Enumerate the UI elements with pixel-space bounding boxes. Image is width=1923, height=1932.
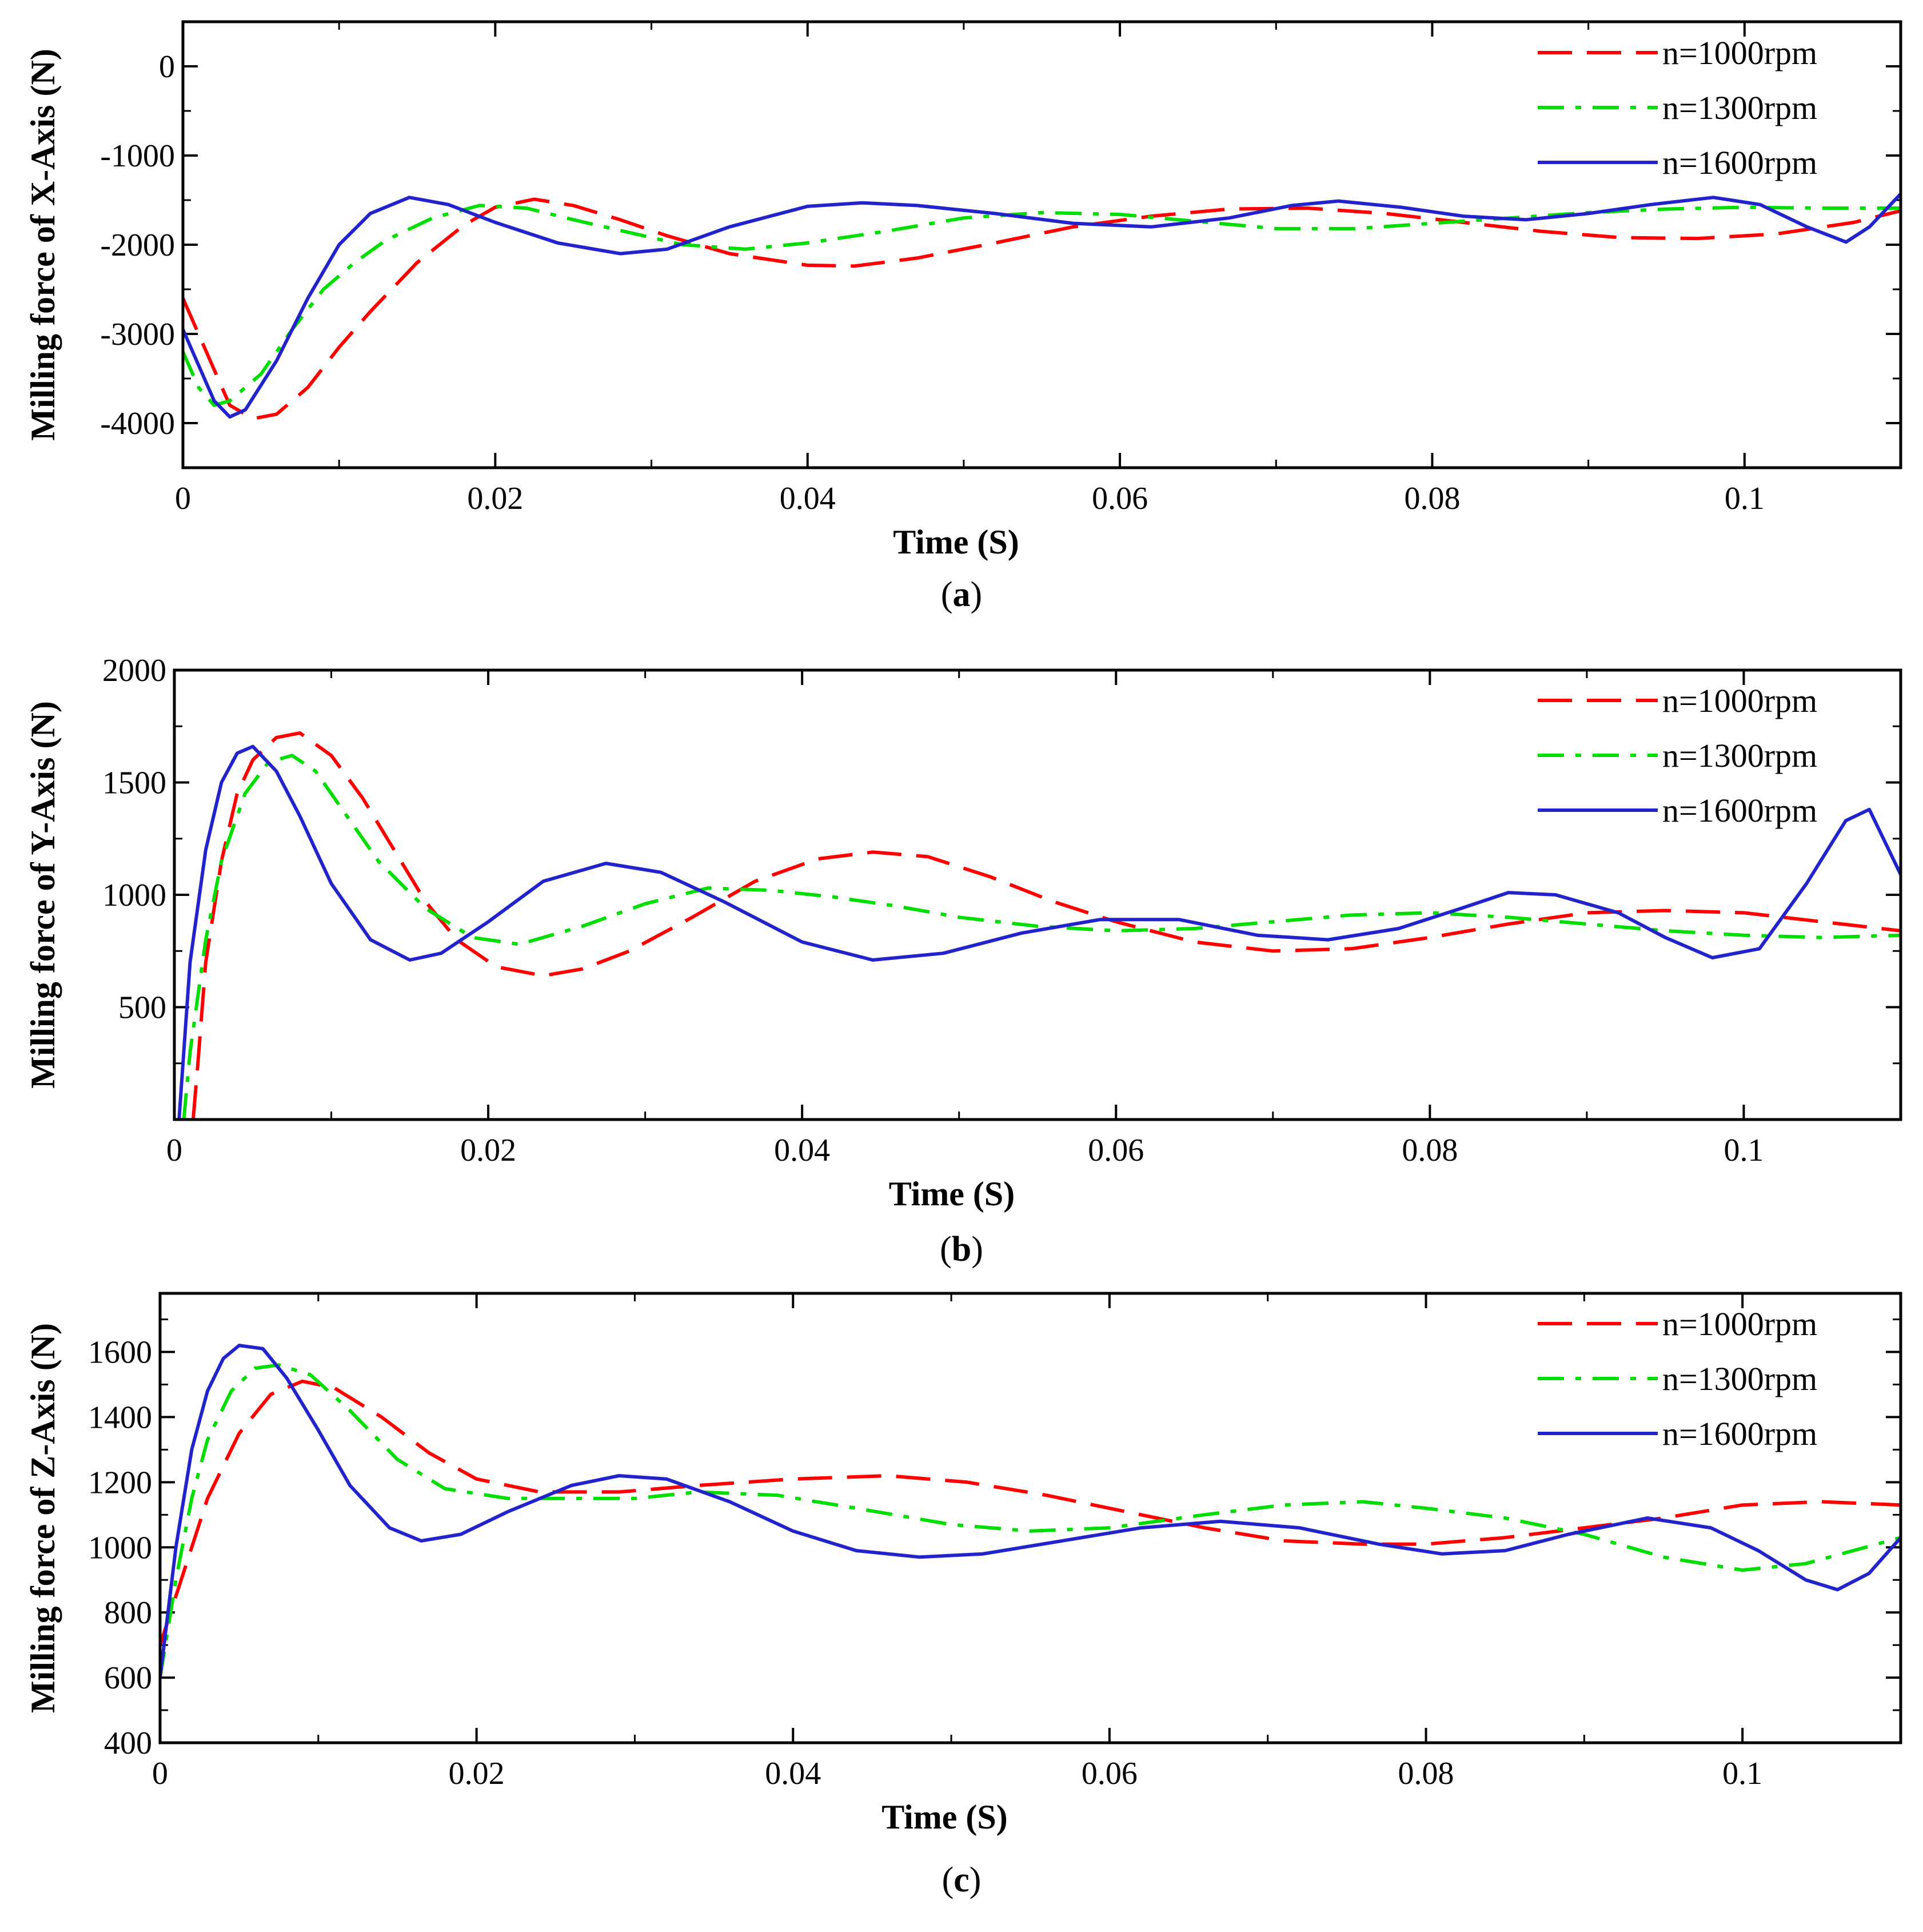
y-tick-label: -1000 bbox=[100, 138, 175, 174]
legend-label: n=1300rpm bbox=[1662, 1360, 1817, 1397]
x-tick-label: 0.1 bbox=[1722, 1756, 1762, 1791]
x-tick-label: 0.1 bbox=[1725, 481, 1765, 516]
y-tick-label: 1000 bbox=[88, 1530, 152, 1565]
x-axis-label: Time (S) bbox=[893, 523, 1019, 561]
x-tick-label: 0.08 bbox=[1404, 481, 1460, 516]
chart-panel-b: 0 0.02 0.04 0.06 0.08 0.1 2000 1500 1000 500 n=100… bbox=[24, 653, 1902, 1269]
plot-frame bbox=[181, 20, 1902, 469]
chart-panel-c: 0 0.02 0.04 0.06 0.08 0.1 1600 1400 1200 1000 800 6… bbox=[24, 1292, 1902, 1899]
series-line-n-1600rpm bbox=[177, 744, 1901, 1120]
series-line-n-1000rpm bbox=[183, 197, 1901, 421]
x-axis-label: Time (S) bbox=[889, 1175, 1015, 1213]
panel-caption: (c) bbox=[942, 1861, 982, 1899]
series-line-n-1000rpm bbox=[191, 731, 1901, 1120]
y-tick-label: 800 bbox=[104, 1595, 152, 1631]
y-axis-label: Milling force of Y-Axis (N) bbox=[24, 701, 62, 1089]
series-line-n-1300rpm bbox=[183, 204, 1901, 407]
x-tick-label: 0 bbox=[175, 481, 191, 516]
legend-label: n=1600rpm bbox=[1662, 792, 1817, 829]
y-tick-label: 400 bbox=[104, 1726, 152, 1761]
x-tick-label: 0.04 bbox=[774, 1133, 830, 1168]
x-tick-label: 0.06 bbox=[1088, 1133, 1144, 1168]
y-tick-label: 1600 bbox=[88, 1335, 152, 1371]
y-tick-label: 600 bbox=[104, 1660, 152, 1696]
series-line-n-1000rpm bbox=[160, 1379, 1901, 1646]
x-tick-label: 0 bbox=[152, 1756, 168, 1791]
y-tick-label: 1400 bbox=[88, 1400, 152, 1435]
x-tick-label: 0.08 bbox=[1402, 1133, 1458, 1168]
series-line-n-1600rpm bbox=[160, 1344, 1901, 1678]
x-tick-label: 0.02 bbox=[460, 1133, 516, 1168]
legend-label: n=1600rpm bbox=[1662, 1415, 1817, 1452]
x-tick-label: 0.04 bbox=[780, 481, 836, 516]
y-tick-label: 1000 bbox=[102, 878, 166, 913]
series-line-n-1300rpm bbox=[160, 1363, 1901, 1678]
y-tick-label: 1200 bbox=[88, 1465, 152, 1500]
y-tick-label: 500 bbox=[118, 990, 166, 1026]
chart-panel-a: 0 0.02 0.04 0.06 0.08 0.1 0 -1000 -2000 -3000 -400… bbox=[24, 20, 1902, 614]
x-tick-label: 0.04 bbox=[765, 1756, 821, 1791]
x-tick-label: 0.02 bbox=[467, 481, 523, 516]
y-tick-label: 1500 bbox=[102, 766, 166, 801]
x-tick-label: 0.02 bbox=[449, 1756, 505, 1791]
y-tick-label: 0 bbox=[159, 49, 175, 85]
y-tick-label: 2000 bbox=[102, 653, 166, 688]
legend-label: n=1300rpm bbox=[1662, 89, 1817, 126]
y-tick-label: -3000 bbox=[100, 317, 175, 352]
legend-label: n=1300rpm bbox=[1662, 737, 1817, 774]
legend-label: n=1000rpm bbox=[1662, 682, 1817, 719]
plot-frame bbox=[173, 668, 1902, 1121]
y-axis-label: Milling force of Z-Axis (N) bbox=[24, 1323, 62, 1713]
x-tick-label: 0.06 bbox=[1092, 481, 1148, 516]
legend-label: n=1600rpm bbox=[1662, 144, 1817, 181]
y-axis-label: Milling force of X-Axis (N) bbox=[24, 49, 62, 440]
panel-caption: (a) bbox=[941, 575, 982, 614]
legend-label: n=1000rpm bbox=[1662, 1305, 1817, 1343]
series-line-n-1600rpm bbox=[183, 193, 1901, 419]
legend-label: n=1000rpm bbox=[1662, 34, 1817, 71]
x-tick-label: 0 bbox=[166, 1133, 182, 1168]
panel-caption: (b) bbox=[940, 1230, 983, 1269]
x-tick-label: 0.06 bbox=[1082, 1756, 1138, 1791]
x-tick-label: 0.08 bbox=[1398, 1756, 1454, 1791]
y-tick-label: -2000 bbox=[100, 228, 175, 263]
y-tick-label: -4000 bbox=[100, 406, 175, 441]
x-axis-label: Time (S) bbox=[881, 1798, 1008, 1836]
x-tick-label: 0.1 bbox=[1723, 1133, 1764, 1168]
plot-frame bbox=[158, 1292, 1902, 1744]
